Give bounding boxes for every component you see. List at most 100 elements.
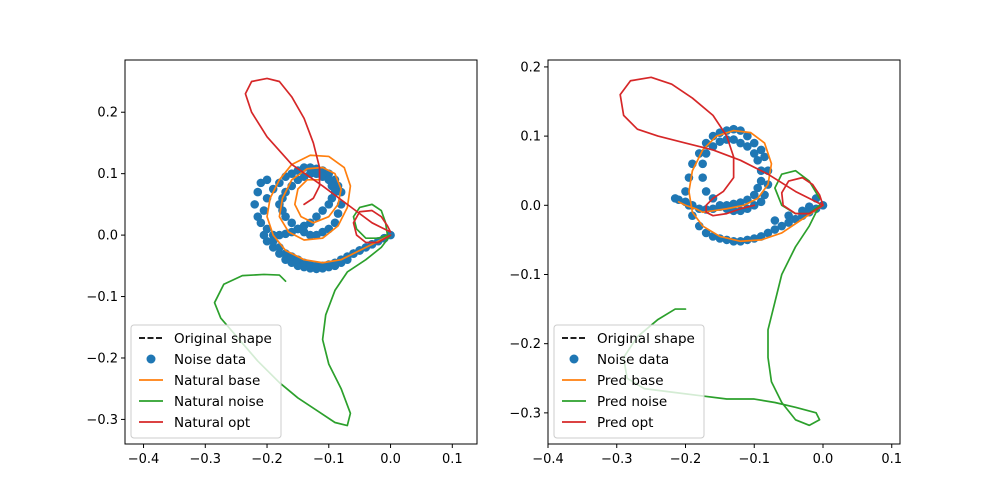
noise-data-point [736, 198, 745, 207]
legend-entry: Natural opt [139, 415, 250, 431]
noise-data-point [715, 137, 725, 146]
legend-label: Natural noise [174, 394, 264, 410]
y-tick-label: 0.0 [97, 229, 118, 244]
legend: Original shape Noise data Pred base Pred no… [553, 324, 705, 439]
x-tick-label: 0.1 [881, 452, 902, 467]
legend-label: Natural base [174, 373, 260, 389]
legend-entry: Original shape [562, 331, 695, 347]
left-chart-panel: −0.4 −0.3 −0.2 −0.1 0.0 0.1 −0.3 −0.2 −0.1 0.0 0.1… [86, 59, 478, 467]
legend-entry: Natural noise [139, 394, 264, 410]
noise-data-point [698, 173, 707, 182]
legend-entry: Pred opt [562, 415, 653, 431]
legend-marker [146, 354, 156, 364]
legend-entry: Noise data [146, 352, 246, 368]
noise-data-point [275, 230, 284, 240]
legend-box [130, 324, 282, 439]
pred-base-line [677, 129, 824, 243]
noise-data-point [743, 142, 752, 151]
noise-data-point [763, 228, 773, 238]
noise-data-point [722, 200, 732, 210]
y-tick-label: 0.1 [97, 167, 118, 182]
legend-entry: Original shape [139, 331, 272, 347]
legend-label: Original shape [174, 331, 272, 347]
noise-data-point [749, 138, 759, 148]
noise-data-point [701, 187, 711, 196]
noise-data-point [753, 183, 762, 193]
noise-data-point [756, 145, 766, 155]
noise-data-point [760, 152, 769, 162]
x-tick-label: −0.2 [670, 452, 702, 467]
axes-frame [124, 59, 478, 445]
noise-data-point [729, 199, 738, 209]
noise-data-point [250, 200, 259, 209]
noise-data-point [275, 249, 284, 258]
x-tick-label: −0.1 [738, 452, 770, 467]
x-tick-label: −0.3 [601, 452, 633, 467]
noise-data-point [287, 218, 297, 228]
x-tick-label: −0.3 [189, 452, 221, 467]
y-tick-label: 0.2 [520, 60, 541, 75]
legend-box [553, 324, 705, 439]
y-tick-label: −0.3 [86, 413, 118, 428]
legend-entry: Pred noise [562, 394, 667, 410]
x-tick-label: 0.0 [813, 452, 834, 467]
y-tick-label: −0.2 [509, 337, 541, 352]
noise-data-point [749, 190, 759, 200]
plot-area [619, 76, 828, 427]
y-tick-label: −0.3 [509, 406, 541, 421]
noise-data-point [743, 131, 752, 141]
y-tick-label: 0.2 [97, 106, 118, 121]
legend: Original shape Noise data Natural base Natu… [130, 324, 282, 439]
noise-data-point [333, 209, 343, 218]
y-tick-label: 0.0 [520, 199, 541, 214]
noise-data-point [330, 218, 340, 228]
noise-data-point [253, 212, 263, 221]
noise-data-point [318, 206, 327, 215]
x-tick-label: 0.0 [380, 452, 401, 467]
noise-data-point [756, 197, 766, 207]
legend-entry: Noise data [569, 352, 669, 368]
legend-entry: Natural base [139, 373, 260, 389]
legend-entry: Pred base [562, 373, 664, 389]
y-tick-label: −0.1 [509, 268, 541, 283]
noise-data-point [262, 224, 272, 234]
noise-data-point [784, 211, 793, 220]
legend-marker [569, 354, 579, 364]
noise-data-point [777, 221, 787, 231]
noise-data-point [756, 176, 766, 186]
noise-data-point [729, 135, 738, 144]
plot-area [213, 77, 395, 427]
noise-data-point [701, 228, 711, 238]
noise-data-point [784, 218, 793, 227]
pred-opt-line [619, 76, 824, 217]
axes-frame [547, 59, 901, 445]
x-tick-label: −0.4 [128, 452, 160, 467]
noise-data-point [262, 175, 272, 185]
noise-data-point [736, 138, 745, 148]
natural-noise-line [213, 234, 392, 427]
y-tick-label: −0.2 [86, 351, 118, 366]
x-tick-label: −0.4 [532, 452, 564, 467]
noise-data-point [670, 194, 680, 203]
noise-data-point [681, 187, 690, 196]
noise-data-point [804, 202, 814, 211]
right-chart-panel: −0.4 −0.3 −0.2 −0.1 0.0 0.1 −0.3 −0.2 −0.1 0.0 0.1… [509, 59, 902, 467]
legend-label: Pred base [597, 373, 664, 389]
noise-data-point [312, 261, 321, 271]
natural-opt-line [244, 77, 392, 244]
noise-data-point [770, 225, 780, 234]
legend-label: Pred noise [597, 394, 667, 410]
legend-label: Noise data [597, 352, 669, 368]
natural-base-line [266, 154, 392, 264]
noise-data-point [743, 235, 752, 245]
noise-data-point [268, 243, 278, 252]
legend-label: Original shape [597, 331, 695, 347]
noise-data-point [749, 149, 759, 158]
noise-data-point [753, 156, 762, 165]
noise-data-point [701, 149, 711, 158]
noise-data-point [770, 216, 780, 225]
legend-label: Noise data [174, 352, 246, 368]
noise-data-point [259, 206, 269, 215]
y-tick-label: 0.1 [520, 130, 541, 145]
